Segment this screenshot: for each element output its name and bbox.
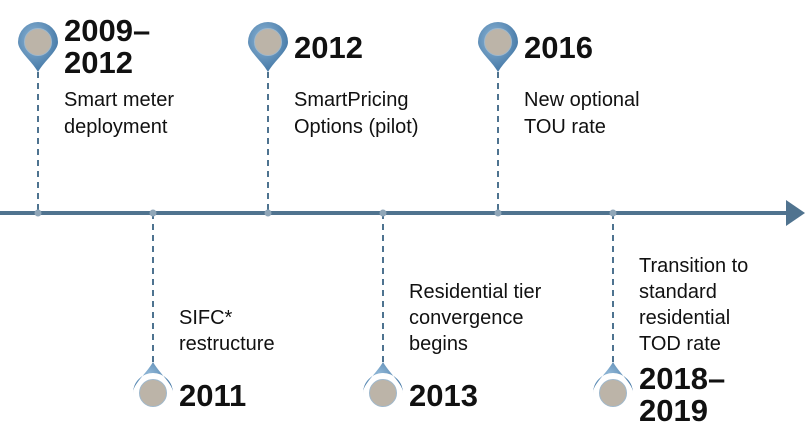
event-label: begins: [409, 333, 468, 355]
pin-center: [484, 28, 512, 56]
pin-center: [369, 379, 397, 407]
event-label: Smart meter: [64, 89, 174, 111]
event-label: convergence: [409, 307, 524, 329]
event-label: TOU rate: [524, 116, 606, 138]
event-label: residential: [639, 307, 730, 329]
axis-dot: [379, 209, 387, 217]
pin: [133, 362, 173, 393]
pin-center: [139, 379, 167, 407]
event-label: standard: [639, 281, 717, 303]
event-year: 2018–: [639, 361, 725, 396]
event-label: Residential tier: [409, 281, 542, 303]
event-label: SmartPricing: [294, 89, 408, 111]
event-label: restructure: [179, 333, 275, 355]
event-label: deployment: [64, 116, 168, 138]
pin-center: [24, 28, 52, 56]
axis-dot: [609, 209, 617, 217]
axis-dot: [34, 209, 42, 217]
event-year: 2016: [524, 30, 593, 65]
event-year: 2011: [179, 378, 246, 413]
pin-center: [599, 379, 627, 407]
event-year: 2019: [639, 393, 708, 425]
event-label: New optional: [524, 89, 640, 111]
pin-center: [254, 28, 282, 56]
pin: [363, 362, 403, 393]
axis-dot: [494, 209, 502, 217]
axis-arrow: [786, 200, 805, 226]
event-year: 2012: [294, 30, 363, 65]
axis-dot: [264, 209, 272, 217]
event-label: Transition to: [639, 255, 748, 277]
event-label: SIFC*: [179, 307, 233, 329]
event-year: 2009–: [64, 13, 150, 48]
event-year: 2013: [409, 378, 478, 413]
event-label: Options (pilot): [294, 116, 419, 138]
event-label: TOD rate: [639, 333, 721, 355]
event-year: 2012: [64, 45, 133, 80]
axis-dot: [149, 209, 157, 217]
pin: [593, 362, 633, 393]
